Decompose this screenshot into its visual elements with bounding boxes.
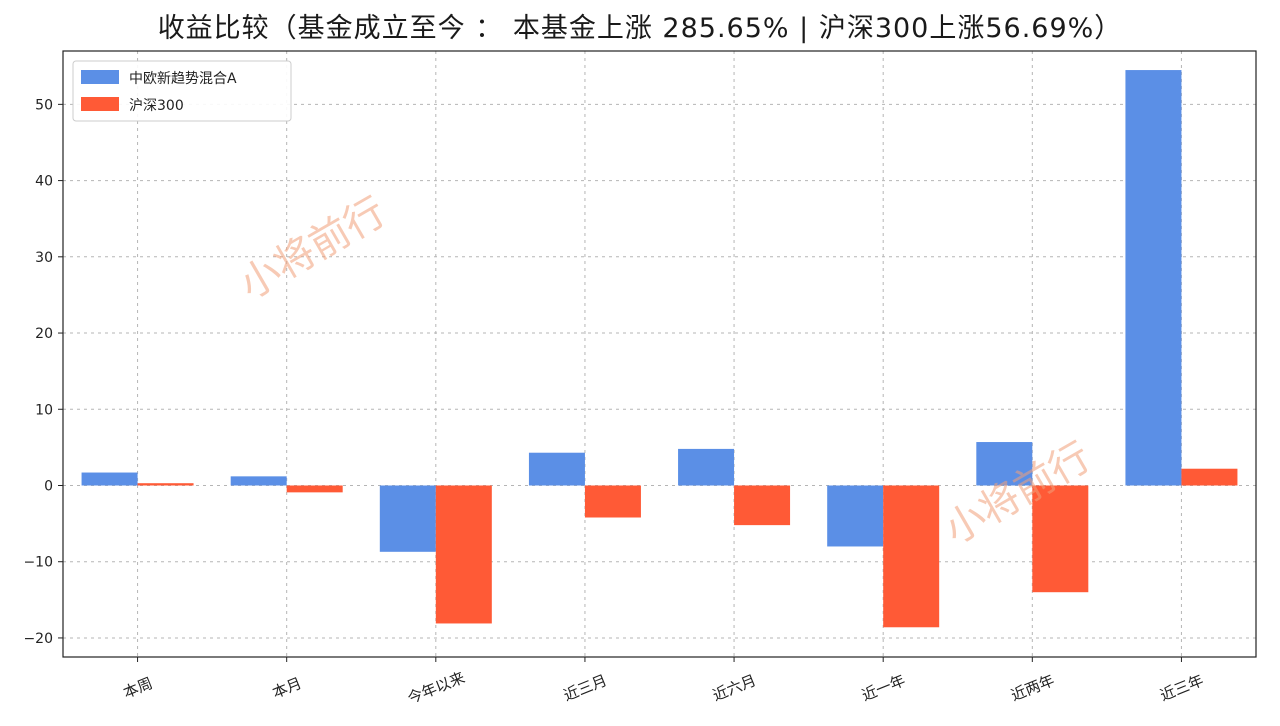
legend: 中欧新趋势混合A 沪深300 <box>72 60 292 122</box>
x-tick-label: 近三年 <box>1158 671 1206 705</box>
x-tick-label: 近两年 <box>1008 671 1056 705</box>
bar-fund <box>678 448 735 486</box>
axes: −20 −10 0 10 20 30 40 50 本周 本月 今年以来 近三月 近六月 近一年 近两年 近三年 <box>23 50 1257 708</box>
plot-frame <box>62 50 1257 658</box>
y-tick-label: 0 <box>44 478 53 494</box>
bar-fund <box>1125 70 1182 486</box>
y-tick-label: 20 <box>35 326 53 342</box>
x-tick-label: 本周 <box>121 674 156 702</box>
legend-swatch <box>81 70 119 84</box>
bar-fund <box>81 472 138 486</box>
x-tick-label: 今年以来 <box>405 668 467 707</box>
bar-index <box>435 485 492 624</box>
bars <box>81 70 1238 628</box>
y-tick-label: 30 <box>35 250 53 266</box>
y-tick-label: −10 <box>23 555 53 571</box>
x-tick-label: 近六月 <box>710 671 758 705</box>
y-tick-label: 50 <box>35 97 53 113</box>
y-tick-label: −20 <box>23 631 53 647</box>
bar-index <box>1181 468 1238 486</box>
x-tick-label: 近三月 <box>561 671 609 705</box>
bar-fund <box>976 442 1033 486</box>
bar-index <box>584 485 641 518</box>
bar-index <box>137 483 194 486</box>
x-tick-label: 近一年 <box>859 671 907 705</box>
chart-title: 收益比较（基金成立至今 ： 本基金上涨 285.65% | 沪深300上涨56.… <box>157 13 1123 44</box>
bar-index <box>883 485 940 628</box>
bar-index <box>1032 485 1089 593</box>
x-tick-label: 本月 <box>270 674 305 702</box>
bar-index <box>286 485 343 493</box>
bar-fund <box>827 485 884 547</box>
bar-fund <box>528 452 585 486</box>
y-tick-label: 10 <box>35 402 53 418</box>
legend-label: 中欧新趋势混合A <box>129 71 237 87</box>
legend-swatch <box>81 97 119 111</box>
watermark-text: 小将前行 <box>232 189 394 309</box>
bar-index <box>734 485 791 526</box>
bar-fund <box>230 476 287 486</box>
bar-fund <box>379 485 436 552</box>
legend-label: 沪深300 <box>129 98 184 114</box>
legend-box <box>72 60 292 122</box>
y-tick-label: 40 <box>35 174 53 190</box>
